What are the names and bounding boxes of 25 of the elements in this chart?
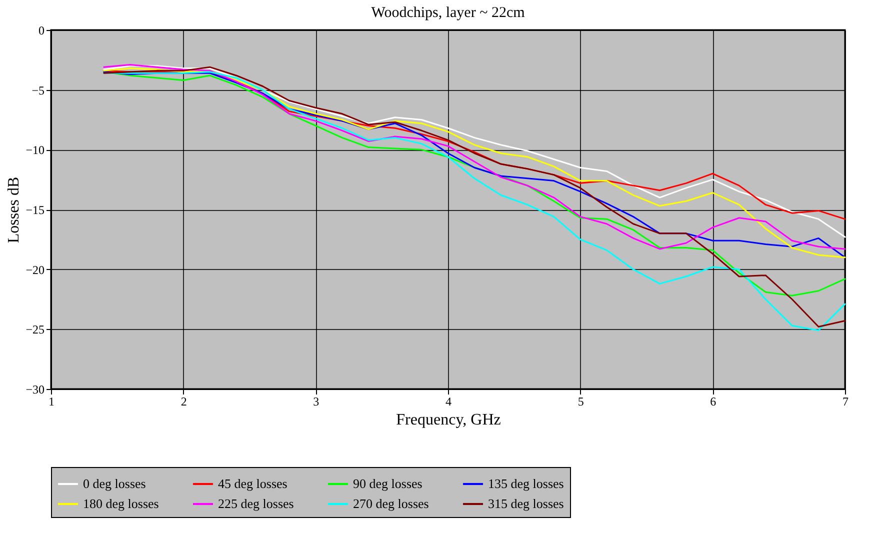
x-axis-title: Frequency, GHz [396,412,501,428]
x-tick-label: 7 [842,394,848,408]
y-tick-label: 0 [38,24,44,38]
legend-label: 45 deg losses [218,476,288,491]
legend-label: 135 deg losses [488,476,564,491]
y-tick-label: −25 [26,322,44,337]
legend-label: 225 deg losses [218,496,294,511]
legend-label: 270 deg losses [353,496,429,511]
legend-label: 315 deg losses [488,496,564,511]
y-tick-label: −20 [26,262,44,277]
y-tick-label: −5 [32,83,44,98]
x-tick-label: 4 [446,394,452,408]
legend-label: 180 deg losses [83,496,159,511]
x-tick-label: 6 [710,394,716,408]
y-tick-label: −30 [26,382,44,396]
y-axis-title: Losses dB [6,176,23,244]
legend-label: 90 deg losses [353,476,422,491]
y-tick-label: −15 [26,203,44,217]
x-tick-label: 1 [48,394,54,408]
x-tick-label: 5 [578,394,584,408]
legend-label: 0 deg losses [83,476,146,491]
y-tick-label: −10 [26,143,44,158]
chart-title: Woodchips, layer ~ 22cm [371,5,526,21]
x-tick-label: 3 [313,394,320,408]
x-tick-label: 2 [180,394,187,408]
